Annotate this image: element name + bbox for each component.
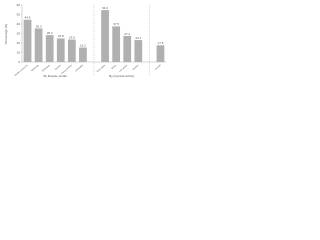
x-tick-label: Smoker (54, 64, 62, 71)
x-tick-label: Sedentary (41, 63, 51, 72)
bar (67, 39, 76, 62)
group-label: By physical activity (109, 74, 135, 78)
y-axis-label: Percentage (%) (4, 24, 8, 45)
bar (123, 35, 132, 62)
y-tick-label: 10 (17, 50, 21, 54)
value-label: 27.4 (124, 32, 130, 36)
bar (23, 19, 32, 63)
x-tick-label: Low active (118, 63, 128, 72)
x-tick-label: Unhealthy (74, 63, 84, 72)
x-tick-label: Overall (154, 64, 162, 71)
value-label: 17.6 (158, 41, 164, 45)
x-tick-label: Heavy drinker (61, 64, 73, 75)
y-tick-label: 30 (17, 31, 21, 35)
bar (79, 47, 87, 62)
x-tick-label: Very active (96, 63, 107, 73)
chart: Percentage (%) 0 10 20 30 40 50 60 44.5 Health-c… (4, 3, 166, 78)
value-label: 28.3 (47, 31, 53, 35)
value-label: 23.1 (135, 36, 141, 40)
value-label: 35.3 (36, 24, 42, 28)
bar (112, 26, 121, 62)
bar (34, 28, 43, 62)
bar (56, 38, 65, 62)
y-tick-label: 50 (17, 12, 21, 16)
x-tick-label: Health-conscious (14, 63, 29, 77)
bar (134, 40, 143, 62)
x-tick-label: Moderate (31, 63, 41, 72)
value-label: 15.2 (80, 43, 86, 47)
value-label: 37.5 (113, 22, 119, 26)
x-tick-label: Active (111, 63, 118, 70)
bar (156, 45, 165, 62)
bar (101, 10, 109, 62)
value-label: 54.6 (102, 6, 108, 10)
value-label: 44.5 (25, 16, 31, 20)
page: {"chart_data":{"type":"bar","y_label":"P… (0, 0, 320, 80)
value-label: 23.6 (69, 35, 75, 39)
y-tick-label: 40 (17, 22, 21, 26)
y-tick-label: 60 (17, 3, 21, 7)
y-tick-label: 0 (18, 60, 20, 64)
value-label: 24.8 (58, 34, 64, 38)
group-label: By lifestyle profile (44, 74, 68, 78)
y-tick-label: 20 (17, 41, 21, 45)
x-tick-label: Inactive (132, 63, 140, 71)
bar (45, 35, 54, 62)
